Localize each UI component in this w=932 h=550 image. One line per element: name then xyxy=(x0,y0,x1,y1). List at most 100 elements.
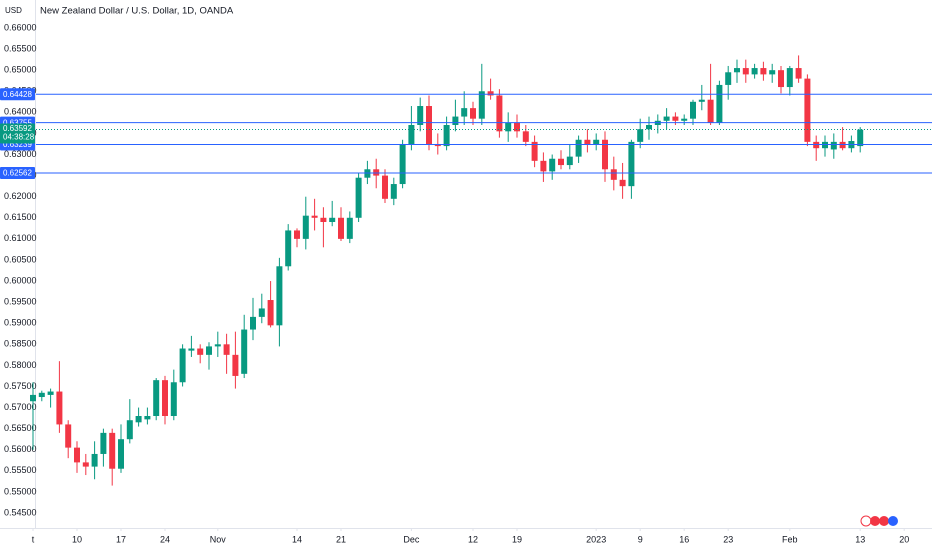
y-tick-label: 0.65500 xyxy=(4,43,37,53)
candle-body xyxy=(461,108,468,117)
candle-body xyxy=(558,158,564,166)
candle-body xyxy=(725,72,732,85)
y-tick-label: 0.57000 xyxy=(4,402,37,412)
candle-body xyxy=(602,139,608,170)
x-tick-label: 19 xyxy=(512,534,522,544)
x-tick-label: 16 xyxy=(679,534,689,544)
x-tick-label: t xyxy=(32,534,35,544)
candle-body xyxy=(839,141,846,149)
candle-body xyxy=(311,215,318,218)
x-tick-label: 12 xyxy=(468,534,478,544)
icon xyxy=(860,515,872,527)
candle-body xyxy=(769,70,776,75)
y-tick-label: 0.61500 xyxy=(4,212,37,222)
candle-body xyxy=(109,432,116,469)
y-tick-label: 0.58500 xyxy=(4,339,37,349)
y-tick-label: 0.55500 xyxy=(4,465,37,475)
y-tick-label: 0.60000 xyxy=(4,275,37,285)
countdown: 04:38:28 xyxy=(3,133,35,142)
x-tick-label: Feb xyxy=(782,534,798,544)
candle-body xyxy=(822,141,828,149)
currency: USD xyxy=(5,6,22,15)
x-tick-label: Nov xyxy=(210,534,227,544)
candle-body xyxy=(716,84,723,123)
candle-body xyxy=(258,308,265,317)
candle-body xyxy=(566,156,573,166)
candle-body xyxy=(628,141,635,187)
candle-body xyxy=(813,141,820,149)
candle-body xyxy=(522,131,529,142)
y-tick-label: 0.54500 xyxy=(4,507,37,517)
candle-body xyxy=(672,116,679,121)
y-tick-label: 0.57500 xyxy=(4,381,37,391)
price-label: 0.63755 xyxy=(3,118,32,127)
candle-body xyxy=(373,169,380,176)
icon xyxy=(879,516,889,526)
candle-body xyxy=(795,68,802,79)
candle-body xyxy=(126,420,133,440)
candle-body xyxy=(707,99,714,123)
x-tick-label: 23 xyxy=(723,534,733,544)
candle-body xyxy=(760,68,767,75)
candle-body xyxy=(364,169,371,178)
candle-body xyxy=(663,116,670,121)
x-tick-label: 21 xyxy=(336,534,346,544)
candle-body xyxy=(65,424,72,448)
candle-body xyxy=(302,215,309,239)
y-tick-label: 0.61000 xyxy=(4,233,37,243)
candle-body xyxy=(804,78,811,142)
candle-body xyxy=(118,439,124,469)
y-tick-label: 0.58000 xyxy=(4,360,37,370)
candle-body xyxy=(338,217,344,239)
candle-body xyxy=(179,348,186,383)
candle-body xyxy=(294,230,300,239)
candle-body xyxy=(496,95,503,132)
candle-body xyxy=(91,453,98,467)
candle-body xyxy=(778,70,784,88)
candle-body xyxy=(267,300,274,326)
x-tick-label: 9 xyxy=(638,534,643,544)
candle-body xyxy=(434,143,441,147)
candle-body xyxy=(188,348,195,351)
candle-body xyxy=(153,380,160,416)
price-label: 0.63239 xyxy=(3,140,32,149)
price-label-box xyxy=(0,166,35,179)
candle-body xyxy=(514,122,520,132)
candle-body xyxy=(417,106,424,125)
last-price-label: 0.63592 xyxy=(3,124,32,133)
x-tick-label: 13 xyxy=(855,534,865,544)
candle-body xyxy=(162,380,168,416)
y-tick-label: 0.66000 xyxy=(4,22,37,32)
candle-body xyxy=(346,217,353,239)
candle-body xyxy=(250,316,256,330)
candle-body xyxy=(742,68,749,75)
candle-body xyxy=(751,68,758,75)
candle-body xyxy=(408,125,415,144)
x-tick-label: 24 xyxy=(160,534,170,544)
x-tick-label: 2023 xyxy=(586,534,606,544)
candle-body xyxy=(276,266,283,326)
price-label-box xyxy=(0,88,35,101)
candle-body xyxy=(74,447,80,463)
candle-body xyxy=(531,141,538,161)
candle-body xyxy=(214,344,221,347)
icon xyxy=(870,516,880,526)
candle-body xyxy=(206,346,212,355)
candle-body xyxy=(487,91,494,96)
y-tick-label: 0.64000 xyxy=(4,107,37,117)
y-tick-label: 0.60500 xyxy=(4,254,37,264)
candle-body xyxy=(426,106,432,144)
x-tick-label: 14 xyxy=(292,534,302,544)
candle-body xyxy=(575,139,582,157)
candle-body xyxy=(857,129,864,147)
y-tick-label: 0.59500 xyxy=(4,297,37,307)
candle-body xyxy=(540,160,547,172)
x-tick-label: 17 xyxy=(116,534,126,544)
x-tick-label: Dec xyxy=(403,534,420,544)
candle-body xyxy=(320,217,327,222)
y-tick-label: 0.65000 xyxy=(4,65,37,75)
candle-body xyxy=(56,391,63,425)
candle-body xyxy=(549,158,556,172)
candle-body xyxy=(698,99,705,102)
